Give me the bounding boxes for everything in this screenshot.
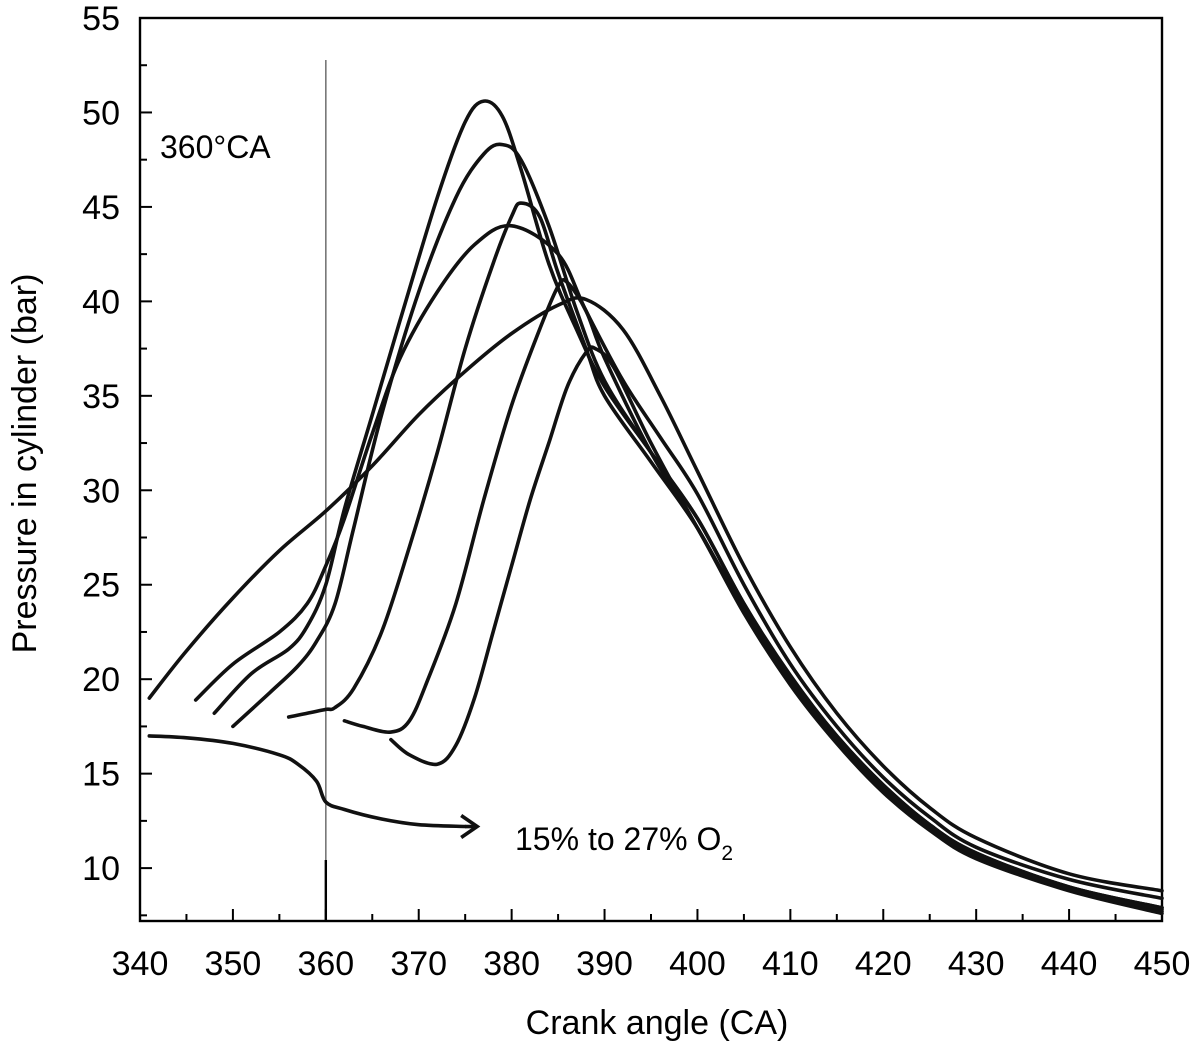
- x-tick-label: 430: [948, 945, 1005, 983]
- y-tick-label: 35: [82, 378, 120, 416]
- annotation-main: 15% to 27% O: [515, 821, 721, 857]
- y-tick-label: 45: [82, 189, 120, 227]
- axis-ticks: 340 350 360 370 380 390 400 410 420 430 440 450 10 15…: [82, 0, 1190, 983]
- series-line-8: [147, 734, 467, 829]
- curves-group: [147, 99, 1164, 916]
- x-tick-label: 340: [112, 945, 169, 983]
- y-axis-title: Pressure in cylinder (bar): [6, 274, 44, 654]
- annotation-group: 15% to 27% O2: [460, 814, 733, 865]
- y-tick-label: 50: [82, 94, 120, 132]
- series-line-4: [231, 142, 1164, 910]
- x-tick-label: 380: [483, 945, 540, 983]
- series-line-6: [342, 278, 1164, 916]
- plot-frame: [138, 16, 1164, 923]
- y-tick-label: 10: [82, 850, 120, 888]
- annotation-subscript: 2: [721, 842, 733, 865]
- annotation-text: 15% to 27% O2: [515, 821, 733, 865]
- reference-line-label: 360°CA: [160, 129, 271, 165]
- y-tick-label: 55: [82, 0, 120, 38]
- y-tick-label: 20: [82, 661, 120, 699]
- x-tick-label: 360: [297, 945, 354, 983]
- series-line-2: [193, 223, 1164, 901]
- series-line-5: [286, 201, 1164, 914]
- arrow-head: [460, 814, 481, 840]
- series-line-7: [389, 345, 1164, 912]
- x-tick-label: 370: [390, 945, 447, 983]
- x-tick-label: 400: [669, 945, 726, 983]
- x-tick-label: 350: [205, 945, 262, 983]
- x-tick-label: 420: [855, 945, 912, 983]
- y-tick-label: 30: [82, 472, 120, 510]
- x-tick-label: 410: [762, 945, 819, 983]
- x-axis-title: Crank angle (CA): [526, 1004, 789, 1042]
- x-tick-label: 440: [1041, 945, 1098, 983]
- y-tick-label: 15: [82, 756, 120, 794]
- y-tick-label: 25: [82, 567, 120, 605]
- series-line-1: [147, 296, 1164, 893]
- x-tick-label: 450: [1134, 945, 1191, 983]
- x-tick-label: 390: [576, 945, 633, 983]
- y-tick-label: 40: [82, 283, 120, 321]
- reference-line-group: 360°CA: [160, 60, 328, 921]
